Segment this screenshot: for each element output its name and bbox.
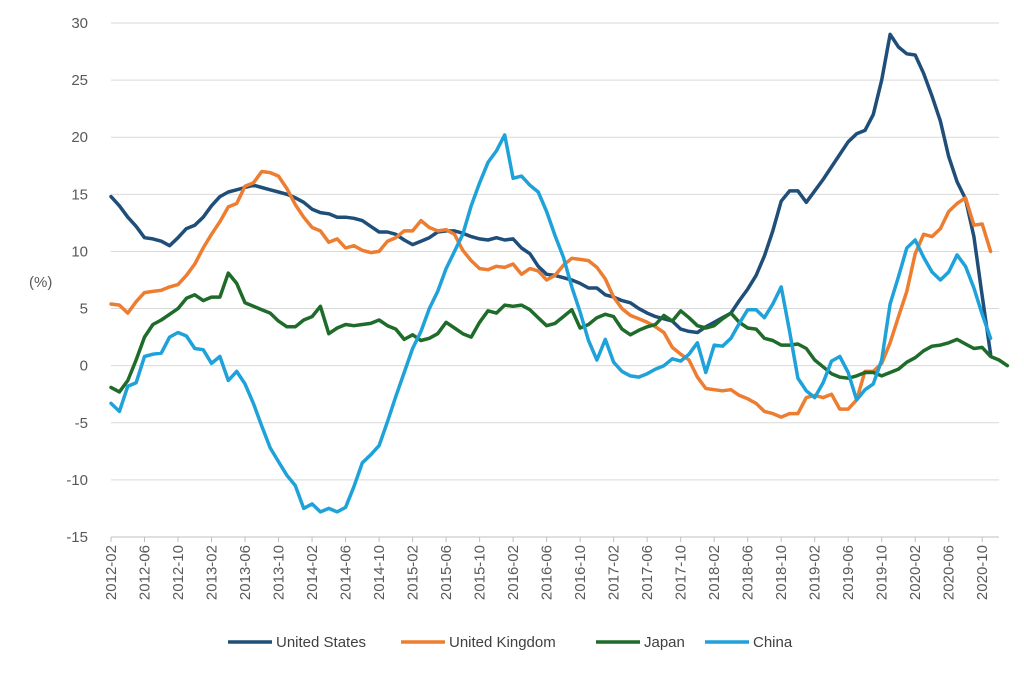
y-axis-label: (%) [29, 274, 52, 291]
x-tick-label: 2018-06 [740, 545, 757, 600]
legend: United States United Kingdom Japan China [228, 634, 793, 651]
x-tick-label: 2013-10 [271, 545, 288, 600]
x-tick-label: 2020-06 [941, 545, 958, 600]
x-tick-label: 2017-02 [606, 545, 623, 600]
x-tick-label: 2013-06 [237, 545, 254, 600]
y-tick-label: 15 [71, 186, 88, 203]
y-tick-label: 10 [71, 243, 88, 260]
x-tick-label: 2015-10 [472, 545, 489, 600]
x-tick-label: 2017-10 [673, 545, 690, 600]
legend-label: United States [276, 634, 366, 651]
x-tick-label: 2020-02 [907, 545, 924, 600]
series-lines [109, 32, 1010, 514]
legend-label: United Kingdom [449, 634, 556, 651]
grid-lines [111, 22, 999, 538]
x-tick-label: 2016-06 [539, 545, 556, 600]
x-tick-label: 2017-06 [639, 545, 656, 600]
y-axis: 30 25 20 15 10 5 0 -5 -10 -15 [66, 15, 88, 546]
x-tick-label: 2018-02 [706, 545, 723, 600]
y-tick-label: 5 [80, 301, 88, 318]
series-line [109, 271, 1010, 394]
series-line [109, 32, 993, 356]
x-tick-label: 2014-06 [338, 545, 355, 600]
x-tick-label: 2013-02 [204, 545, 221, 600]
x-tick-label: 2012-10 [170, 545, 187, 600]
y-tick-label: 0 [80, 358, 88, 375]
x-tick-label: 2019-06 [840, 545, 857, 600]
series-line [109, 169, 993, 419]
x-tick-label: 2019-10 [874, 545, 891, 600]
x-tick-label: 2014-10 [371, 545, 388, 600]
legend-label: Japan [644, 634, 685, 651]
y-tick-label: -15 [66, 529, 88, 546]
x-tick-label: 2016-02 [505, 545, 522, 600]
x-tick-label: 2020-10 [974, 545, 991, 600]
x-tick-label: 2014-02 [304, 545, 321, 600]
x-axis: 2012-02 2012-06 2012-10 2013-02 2013-06 2013-… [103, 536, 999, 600]
x-tick-label: 2015-06 [438, 545, 455, 600]
y-tick-label: 30 [71, 15, 88, 32]
series-line [109, 133, 993, 514]
x-tick-label: 2016-10 [572, 545, 589, 600]
y-tick-label: -5 [75, 415, 88, 432]
x-tick-label: 2012-02 [103, 545, 120, 600]
x-tick-label: 2015-02 [405, 545, 422, 600]
y-tick-label: 25 [71, 72, 88, 89]
x-tick-label: 2019-02 [807, 545, 824, 600]
y-tick-label: 20 [71, 129, 88, 146]
legend-label: China [753, 634, 793, 651]
x-tick-label: 2018-10 [773, 545, 790, 600]
x-tick-label: 2012-06 [137, 545, 154, 600]
y-tick-label: -10 [66, 472, 88, 489]
